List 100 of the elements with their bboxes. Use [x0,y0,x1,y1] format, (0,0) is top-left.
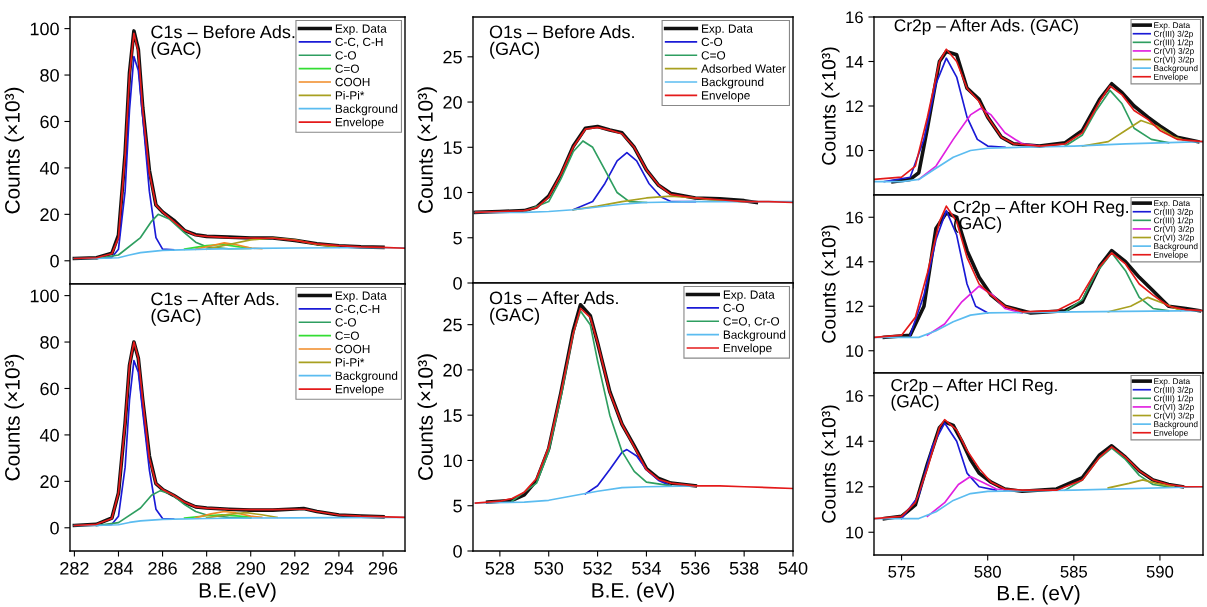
legend-label: Background [1154,243,1198,251]
legend-label: COOH [335,77,370,87]
legend-label: Background [702,77,764,89]
y-tick-label: 12 [846,300,863,313]
chart-title: Cr2p – After Ads. (GAC) [894,18,1078,35]
legend-label: Envelope [702,90,750,102]
legend-label: Exp. Data [1154,22,1191,30]
legend-label: Envelope [335,117,384,129]
y-tick-label: 25 [443,50,462,64]
y-tick-label: 10 [846,345,863,357]
y-tick-label: 15 [443,409,462,422]
legend-label: Cr(VI) 3/2p [1153,412,1194,421]
legend-label: Exp. Data [335,24,387,36]
y-tick-label: 12 [846,481,863,493]
legend-label: Cr(III) 1/2p [1153,39,1193,47]
x-tick-label: 528 [485,561,515,575]
x-tick-label: 292 [280,561,309,575]
legend-label: Background [335,371,398,383]
text: C1s – After Ads. (GAC) [151,292,279,326]
y-axis-title: Counts (×10³) [4,354,24,481]
legend-label: Exp. Data [702,24,753,36]
y-tick-label: 80 [40,68,59,82]
legend-label: Background [1154,421,1198,429]
legend-label: C=O, Cr-O [723,317,780,327]
legend-label: Cr(VI) 3/2p [1153,234,1194,243]
legend-label: Cr(III) 1/2p [1153,395,1193,403]
legend-label: Envelope [1154,251,1188,260]
legend-label: C-C, C-H [335,37,383,48]
y-tick-label: 10 [443,186,462,200]
legend-label: Pi-Pi* [335,90,365,100]
legend-label: Background [723,330,786,342]
y-tick-label: 20 [40,208,59,222]
legend-label: Cr(III) 3/2p [1153,208,1193,217]
legend-label: Cr(III) 3/2p [1153,30,1193,39]
x-tick-label: 575 [888,566,915,578]
x-tick-label: 536 [680,561,710,575]
legend-label: Cr(VI) 3/2p [1153,225,1194,234]
text: O1s – Before Ads. (GAC) [489,24,634,59]
y-tick-label: 0 [453,276,462,290]
y-axis-title: Counts (×10³) [4,87,24,214]
y-tick-label: 14 [846,56,864,68]
y-tick-label: 0 [453,544,462,558]
legend-label: Envelope [1154,73,1188,82]
y-tick-label: 12 [846,100,863,113]
text: O1s – After Ads. (GAC) [489,291,618,325]
legend-label: Envelope [1154,429,1188,438]
x-tick-label: 284 [104,561,134,575]
legend-label: C=O [335,331,359,340]
y-tick-label: 16 [846,390,863,402]
legend-label: Exp. Data [335,291,387,303]
x-tick-label: 580 [974,565,1001,578]
legend-label: Cr(III) 1/2p [1153,217,1193,225]
legend-label: COOH [335,344,370,354]
x-axis-title: B.E. (eV) [997,585,1080,605]
legend-label: Envelope [723,343,772,355]
x-tick-label: 538 [729,561,759,575]
y-tick-label: 20 [443,95,462,109]
x-tick-label: 534 [632,561,661,575]
y-tick-label: 100 [30,289,59,303]
legend-label: Pi-Pi* [335,357,365,367]
y-tick-label: 25 [443,318,462,332]
y-tick-label: 20 [40,475,59,489]
y-axis-title: Counts (×10³) [821,47,840,165]
legend-label: Cr(VI) 3/2p [1153,56,1194,65]
x-axis-title: B.E.(eV) [199,582,276,602]
y-tick-label: 10 [443,454,462,468]
y-tick-label: 100 [30,22,59,36]
y-tick-label: 10 [846,526,863,539]
y-axis-title: Counts (×10³) [821,225,840,343]
x-tick-label: 294 [324,561,354,575]
legend-label: C-O [723,303,744,313]
legend-label: C-O [335,51,356,60]
legend-label: Cr(VI) 3/2p [1153,47,1194,56]
x-tick-label: 540 [778,561,808,575]
x-axis-title: B.E. (eV) [592,582,674,602]
y-tick-label: 16 [846,211,863,224]
y-tick-label: 14 [846,435,864,448]
legend-label: Exp. Data [1154,378,1191,386]
legend-label: C=O [335,64,359,73]
legend-label: Exp. Data [1154,200,1191,208]
x-tick-label: 288 [192,561,221,575]
y-tick-label: 60 [40,382,59,396]
legend-label: Envelope [335,384,384,396]
y-tick-label: 60 [40,115,59,129]
legend-label: Adsorbed Water [701,64,786,73]
x-tick-label: 296 [368,561,398,575]
y-axis-title: Counts (×10³) [417,87,437,213]
y-tick-label: 0 [50,521,59,535]
x-tick-label: 282 [60,561,89,575]
x-tick-label: 290 [236,561,266,575]
text: Cr2p – After HCl Reg. (GAC) [891,378,1057,411]
y-tick-label: 20 [443,363,462,377]
legend-label: Exp. Data [723,290,775,302]
y-axis-title: Counts (×10³) [821,405,840,523]
y-tick-label: 80 [40,335,59,349]
legend-label: Cr(III) 3/2p [1153,386,1193,395]
y-tick-label: 14 [846,256,864,268]
x-tick-label: 590 [1146,565,1174,578]
legend-label: Background [1154,65,1198,73]
y-tick-label: 5 [453,231,462,245]
